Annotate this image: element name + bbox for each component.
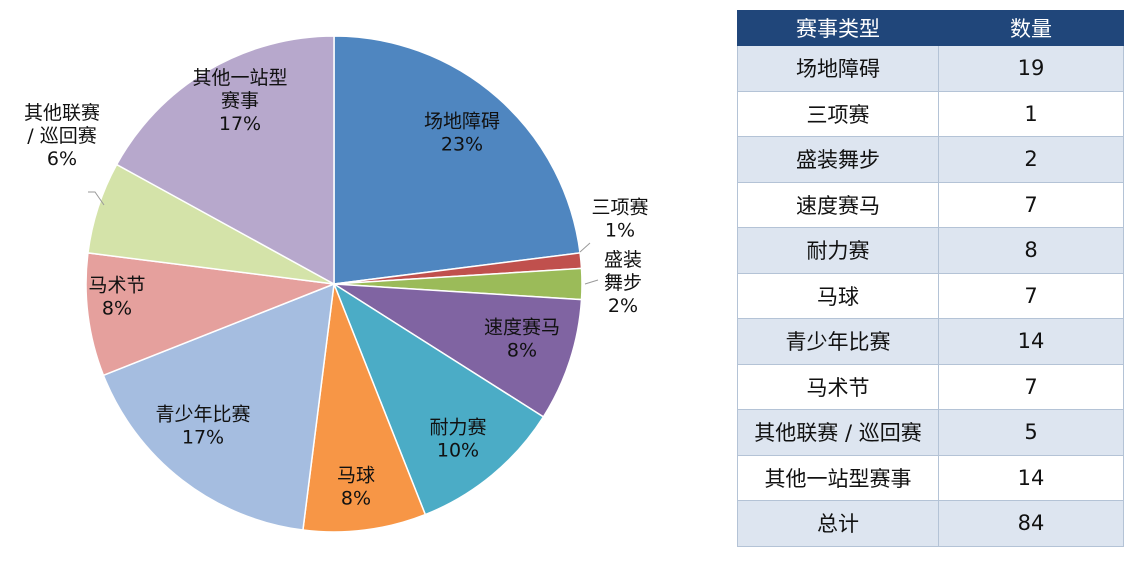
- table-header-type: 赛事类型: [737, 10, 939, 46]
- table-cell-type: 三项赛: [737, 90, 939, 137]
- pie-slice-label-line: 马球: [337, 465, 375, 487]
- table-row: 盛装舞步 2: [737, 136, 1124, 183]
- pie-slice-label-line: 1%: [605, 220, 635, 242]
- pie-slice-label-line: 耐力赛: [429, 417, 486, 439]
- table-cell-count: 19: [938, 45, 1124, 92]
- table-row: 其他一站型赛事 14: [737, 454, 1124, 501]
- pie-slice-label-line: 三项赛: [591, 197, 648, 219]
- table-cell-count: 7: [938, 272, 1124, 319]
- pie-slice-label: 场地障碍 23%: [424, 111, 500, 156]
- table-header-row: 赛事类型 数量: [737, 10, 1124, 46]
- table-row: 总计 84: [737, 500, 1124, 547]
- pie-slice-label-line: / 巡回赛: [27, 125, 96, 147]
- table-cell-type: 青少年比赛: [737, 318, 939, 365]
- pie-slice-label-line: 8%: [341, 488, 371, 510]
- pie-slice-label-line: 10%: [437, 440, 479, 462]
- pie-slice-label: 盛装舞步 2%: [604, 249, 642, 317]
- table-cell-type: 马球: [737, 272, 939, 319]
- table-row: 三项赛 1: [737, 90, 1124, 137]
- pie-slice-label-line: 赛事: [221, 90, 259, 112]
- pie-slice: [102, 282, 335, 531]
- pie-slice-label-line: 速度赛马: [484, 317, 560, 339]
- leader-line: [584, 279, 599, 285]
- pie-slice-label-line: 其他一站型: [192, 67, 287, 89]
- table-cell-type: 其他联赛 / 巡回赛: [737, 409, 939, 456]
- table-cell-count: 5: [938, 409, 1124, 456]
- table-cell-type: 其他一站型赛事: [737, 454, 939, 501]
- table-row: 马术节 7: [737, 363, 1124, 410]
- pie-slice-label-line: 17%: [219, 113, 261, 135]
- table-row: 耐力赛 8: [737, 227, 1124, 274]
- table-cell-type: 速度赛马: [737, 181, 939, 228]
- pie-chart: 场地障碍 23%三项赛 1%盛装舞步 2%速度赛马 8%耐力赛 10%马球 8%青少年比赛 1…: [24, 35, 649, 533]
- pie-slice-label-line: 盛装: [604, 249, 642, 271]
- pie-slice-label: 青少年比赛 17%: [155, 404, 250, 449]
- data-table: 赛事类型 数量 场地障碍 19 三项赛 1 盛装舞步 2 速度赛马 7 耐力赛 8 马球 7 青少年比赛…: [737, 10, 1124, 547]
- table-cell-count: 7: [938, 363, 1124, 410]
- pie-slice-label-line: 马术节: [88, 275, 145, 297]
- pie-slice-label-line: 青少年比赛: [155, 404, 250, 426]
- pie-slice-label: 其他联赛/ 巡回赛 6%: [24, 102, 100, 170]
- pie-slice-label-line: 舞步: [604, 272, 642, 294]
- pie-slice-label-line: 8%: [507, 340, 537, 362]
- leader-line: [579, 242, 591, 253]
- pie-slice-label-line: 场地障碍: [424, 111, 500, 133]
- table-cell-count: 1: [938, 90, 1124, 137]
- table-row: 场地障碍 19: [737, 45, 1124, 92]
- table-cell-type: 耐力赛: [737, 227, 939, 274]
- pie-slice: [85, 252, 335, 377]
- pie-slice-label: 马术节 8%: [88, 275, 145, 320]
- table-cell-count: 2: [938, 136, 1124, 183]
- pie-slice: [302, 283, 427, 533]
- table-cell-type: 总计: [737, 500, 939, 547]
- pie-slice-label: 耐力赛 10%: [429, 417, 486, 462]
- pie-slice-label-line: 8%: [102, 298, 132, 320]
- pie-slice-label: 其他一站型赛事 17%: [192, 67, 287, 135]
- table-cell-count: 14: [938, 454, 1124, 501]
- table-row: 速度赛马 7: [737, 181, 1124, 228]
- pie-slice-label-line: 2%: [608, 295, 638, 317]
- table-cell-type: 场地障碍: [737, 45, 939, 92]
- pie-slice-label: 三项赛 1%: [591, 197, 648, 242]
- table-cell-count: 8: [938, 227, 1124, 274]
- table-row: 其他联赛 / 巡回赛 5: [737, 409, 1124, 456]
- table-row: 青少年比赛 14: [737, 318, 1124, 365]
- table-cell-count: 14: [938, 318, 1124, 365]
- pie-slice-label-line: 其他联赛: [24, 102, 100, 124]
- table-row: 马球 7: [737, 272, 1124, 319]
- table-cell-type: 马术节: [737, 363, 939, 410]
- pie-slice: [333, 35, 581, 285]
- table-header-count: 数量: [938, 10, 1124, 46]
- table-cell-type: 盛装舞步: [737, 136, 939, 183]
- pie-slice-label: 马球 8%: [337, 465, 375, 510]
- pie-slice-label-line: 23%: [441, 134, 483, 156]
- pie-slice-label: 速度赛马 8%: [484, 317, 560, 362]
- pie-slice: [333, 283, 583, 418]
- pie-slice-label-line: 6%: [47, 148, 77, 170]
- leader-line: [88, 191, 105, 206]
- table-cell-count: 7: [938, 181, 1124, 228]
- table-cell-count: 84: [938, 500, 1124, 547]
- pie-slice: [115, 35, 335, 286]
- pie-slice-label-line: 17%: [182, 427, 224, 449]
- pie-slice: [332, 282, 545, 516]
